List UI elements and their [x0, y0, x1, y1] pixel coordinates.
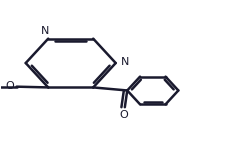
Text: O: O — [119, 110, 128, 120]
Text: N: N — [121, 57, 129, 67]
Text: O: O — [5, 81, 14, 91]
Text: N: N — [41, 26, 49, 36]
